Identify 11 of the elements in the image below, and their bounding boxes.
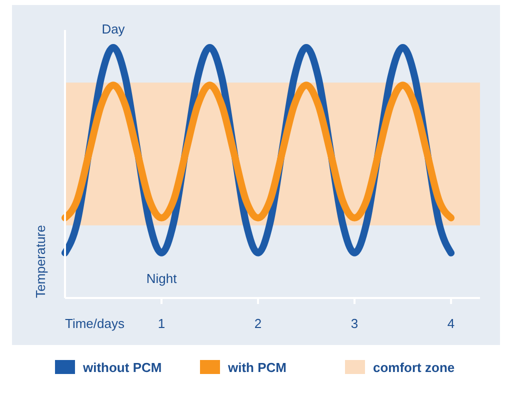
annotation: Night <box>146 270 178 286</box>
x-tick-label: 1 <box>158 316 166 331</box>
x-tick-label: 2 <box>254 316 262 331</box>
x-tick-label: 3 <box>350 316 358 331</box>
legend-label: comfort zone <box>373 360 455 375</box>
x-tick-label: 4 <box>447 316 455 331</box>
annotation: Day <box>102 22 126 37</box>
x-axis-title: Time/days <box>65 316 125 331</box>
y-axis-title: Temperature <box>33 225 48 298</box>
legend-label: with PCM <box>227 360 286 375</box>
legend-label: without PCM <box>82 360 162 375</box>
